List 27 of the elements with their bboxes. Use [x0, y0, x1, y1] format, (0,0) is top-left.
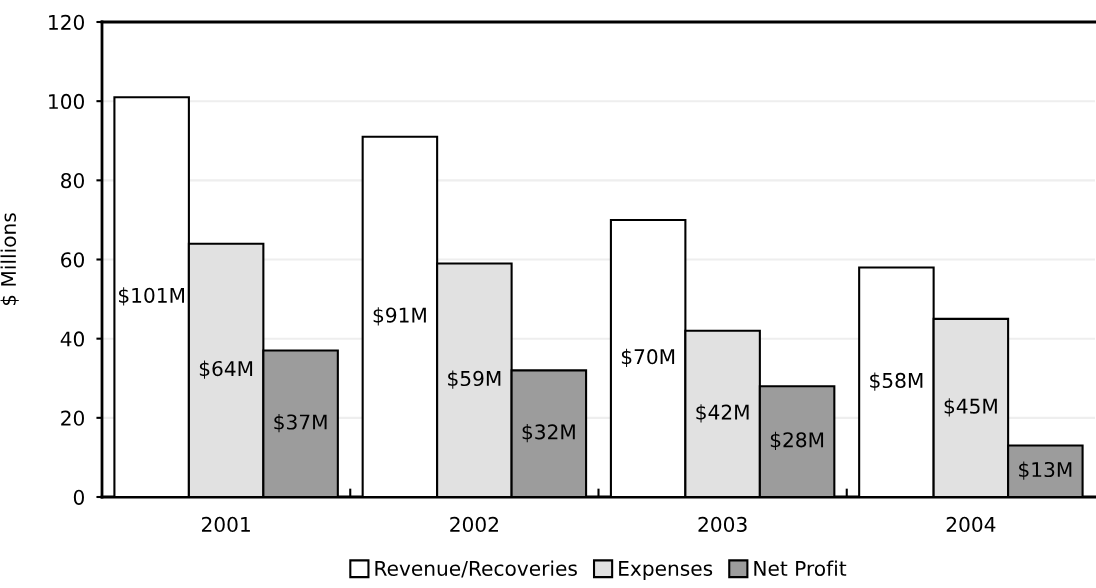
data-label: $37M — [274, 414, 327, 433]
data-label: $58M — [870, 372, 923, 391]
y-tick-label: 60 — [61, 252, 84, 268]
data-label: $45M — [944, 398, 997, 417]
y-tick-label: 80 — [61, 173, 84, 189]
y-tick-label: 20 — [61, 410, 84, 426]
data-label: $64M — [199, 360, 253, 379]
data-label: $13M — [1019, 461, 1072, 480]
data-label: $91M — [373, 307, 426, 326]
x-tick-label: 2002 — [450, 516, 498, 533]
legend-label: Expenses — [619, 561, 713, 580]
data-label: $32M — [522, 423, 575, 443]
legend-label: Net Profit — [754, 560, 847, 576]
data-label: $59M — [448, 370, 501, 389]
y-axis-title: $ Millions — [0, 213, 19, 306]
y-tick-label: 0 — [73, 489, 84, 505]
y-tick-label: 120 — [49, 14, 84, 30]
data-label: $101M — [119, 287, 184, 306]
x-tick-label: 2001 — [201, 516, 250, 533]
y-tick-label: 100 — [49, 93, 84, 110]
x-tick-label: 2003 — [698, 516, 747, 533]
data-label: $42M — [696, 404, 749, 423]
y-tick-label: 40 — [60, 331, 84, 347]
data-label: $70M — [621, 348, 675, 367]
data-label: $28M — [770, 431, 824, 451]
x-tick-label: 2004 — [946, 516, 996, 533]
legend-label: Revenue/Recoveries — [375, 560, 577, 578]
